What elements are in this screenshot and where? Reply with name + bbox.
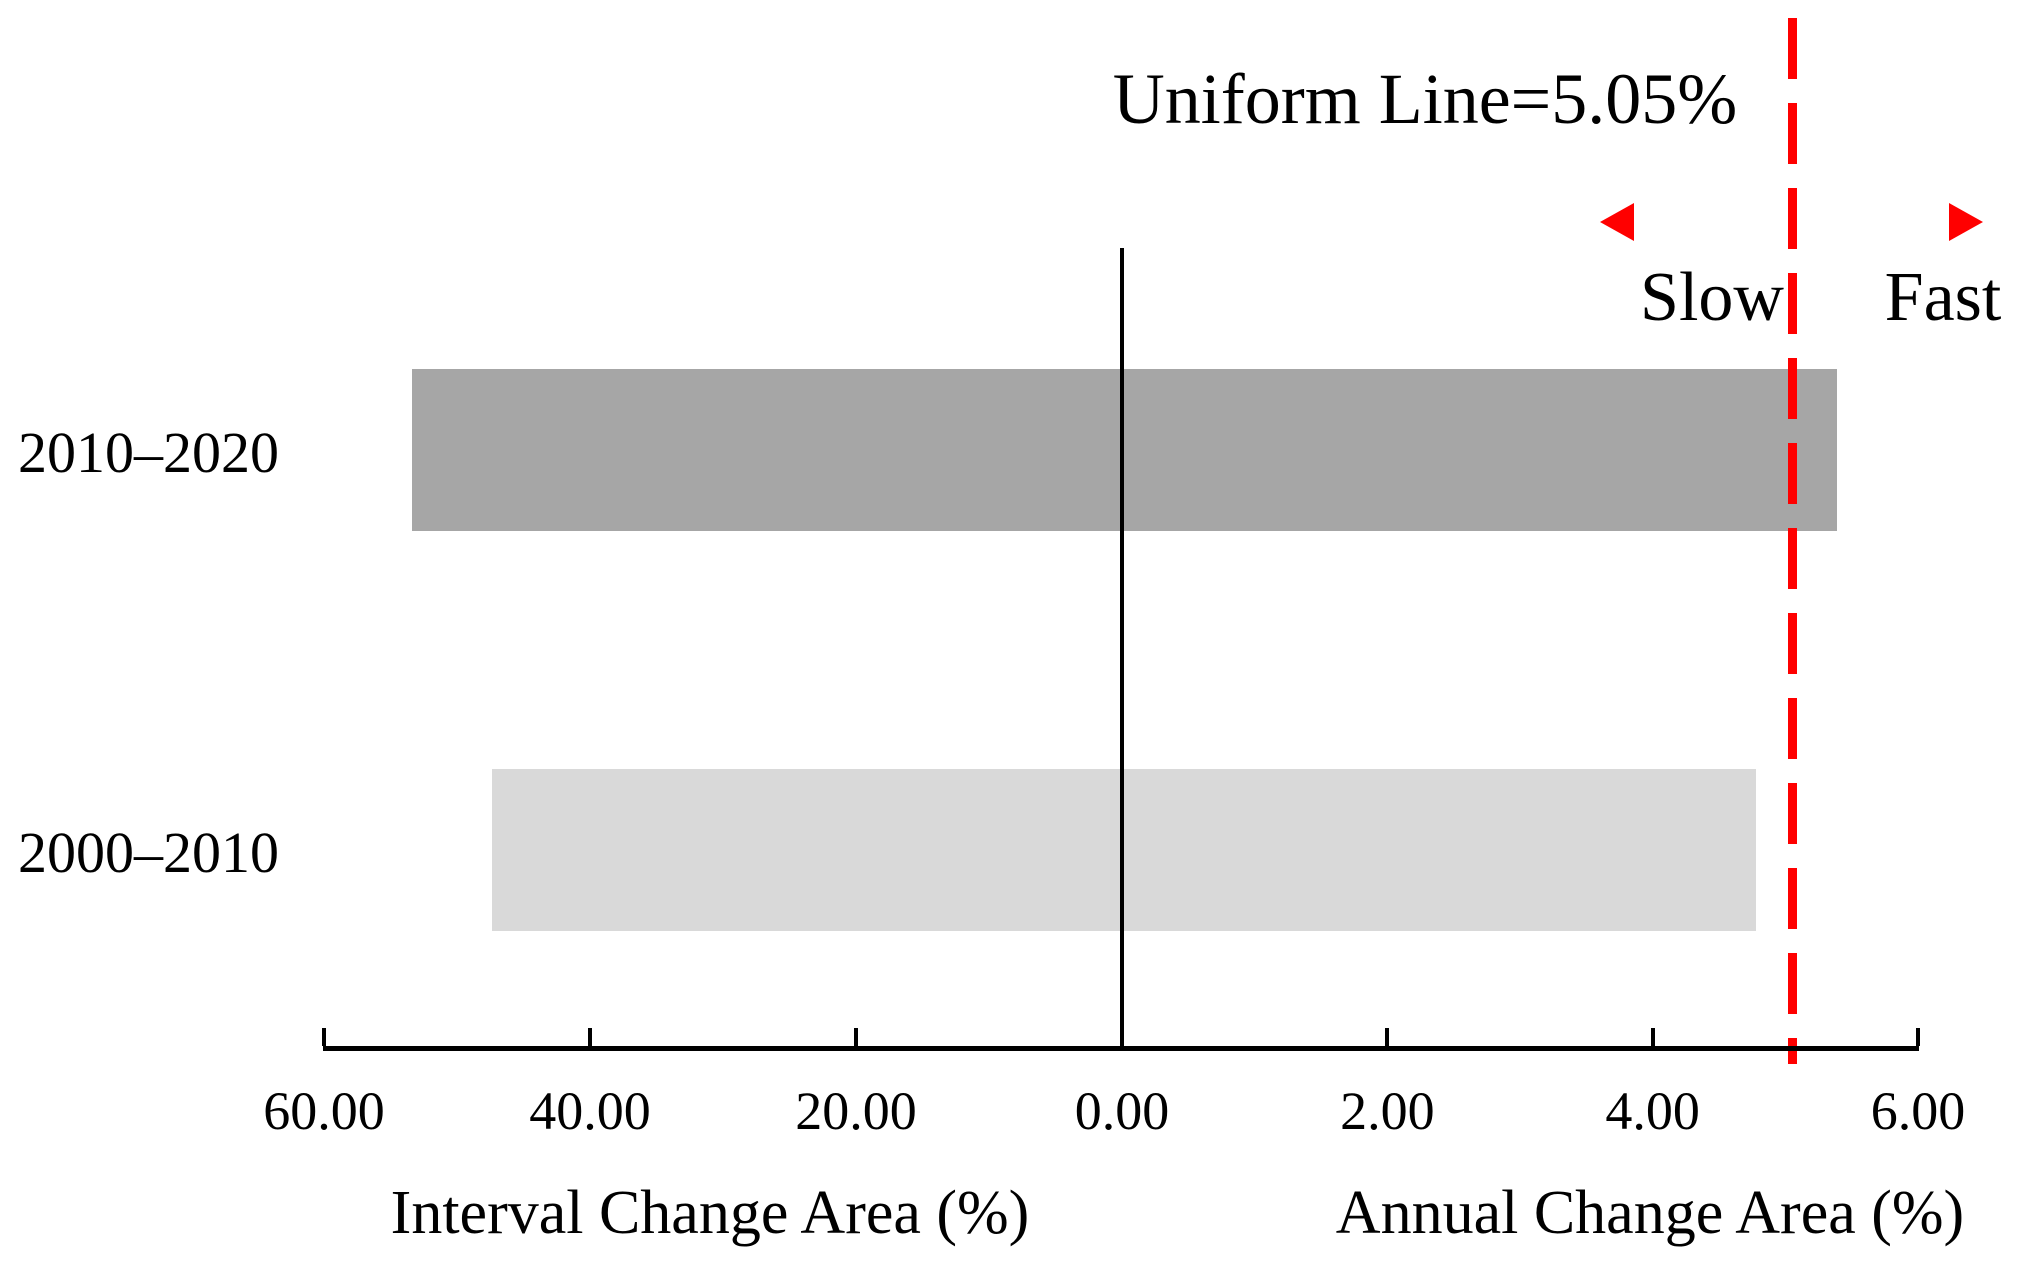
axis-tick [854, 1028, 858, 1046]
axis-tick [1385, 1028, 1390, 1046]
axis-tick-label: 2.00 [1340, 1081, 1435, 1141]
left-axis-title: Interval Change Area (%) [390, 1179, 1030, 1247]
bar-2010-2020 [411, 369, 1838, 531]
axis-tick [322, 1028, 326, 1046]
category-label-2000-2010: 2000–2010 [18, 820, 279, 885]
fast-annotation: Fast [1884, 259, 2002, 336]
axis-tick-label: 60.00 [263, 1081, 385, 1141]
axis-tick [1120, 1028, 1124, 1046]
slow-arrow-head-icon [1600, 203, 1634, 241]
axis-tick-label: 6.00 [1870, 1081, 1966, 1141]
axis-tick-label: 0.00 [1074, 1081, 1170, 1141]
uniform-reference-line [1787, 18, 1797, 1064]
reference-line-title: Uniform Line=5.05% [1112, 59, 1738, 139]
axis-tick [1650, 1028, 1655, 1046]
slow-arrow-shaft [1630, 220, 1765, 225]
fast-arrow-head-icon [1949, 203, 1983, 241]
right-axis-title: Annual Change Area (%) [1335, 1179, 1965, 1247]
slow-annotation: Slow [1640, 259, 1784, 336]
x-axis-line [323, 1046, 1919, 1051]
axis-tick-label: 40.00 [529, 1081, 651, 1141]
axis-tick-label: 4.00 [1605, 1081, 1700, 1141]
category-label-2010-2020: 2010–2020 [18, 420, 279, 485]
axis-tick [1916, 1028, 1920, 1046]
zero-baseline [1120, 248, 1124, 1048]
axis-tick [588, 1028, 592, 1046]
axis-tick-label: 20.00 [795, 1081, 917, 1141]
fast-arrow-shaft [1818, 220, 1950, 225]
